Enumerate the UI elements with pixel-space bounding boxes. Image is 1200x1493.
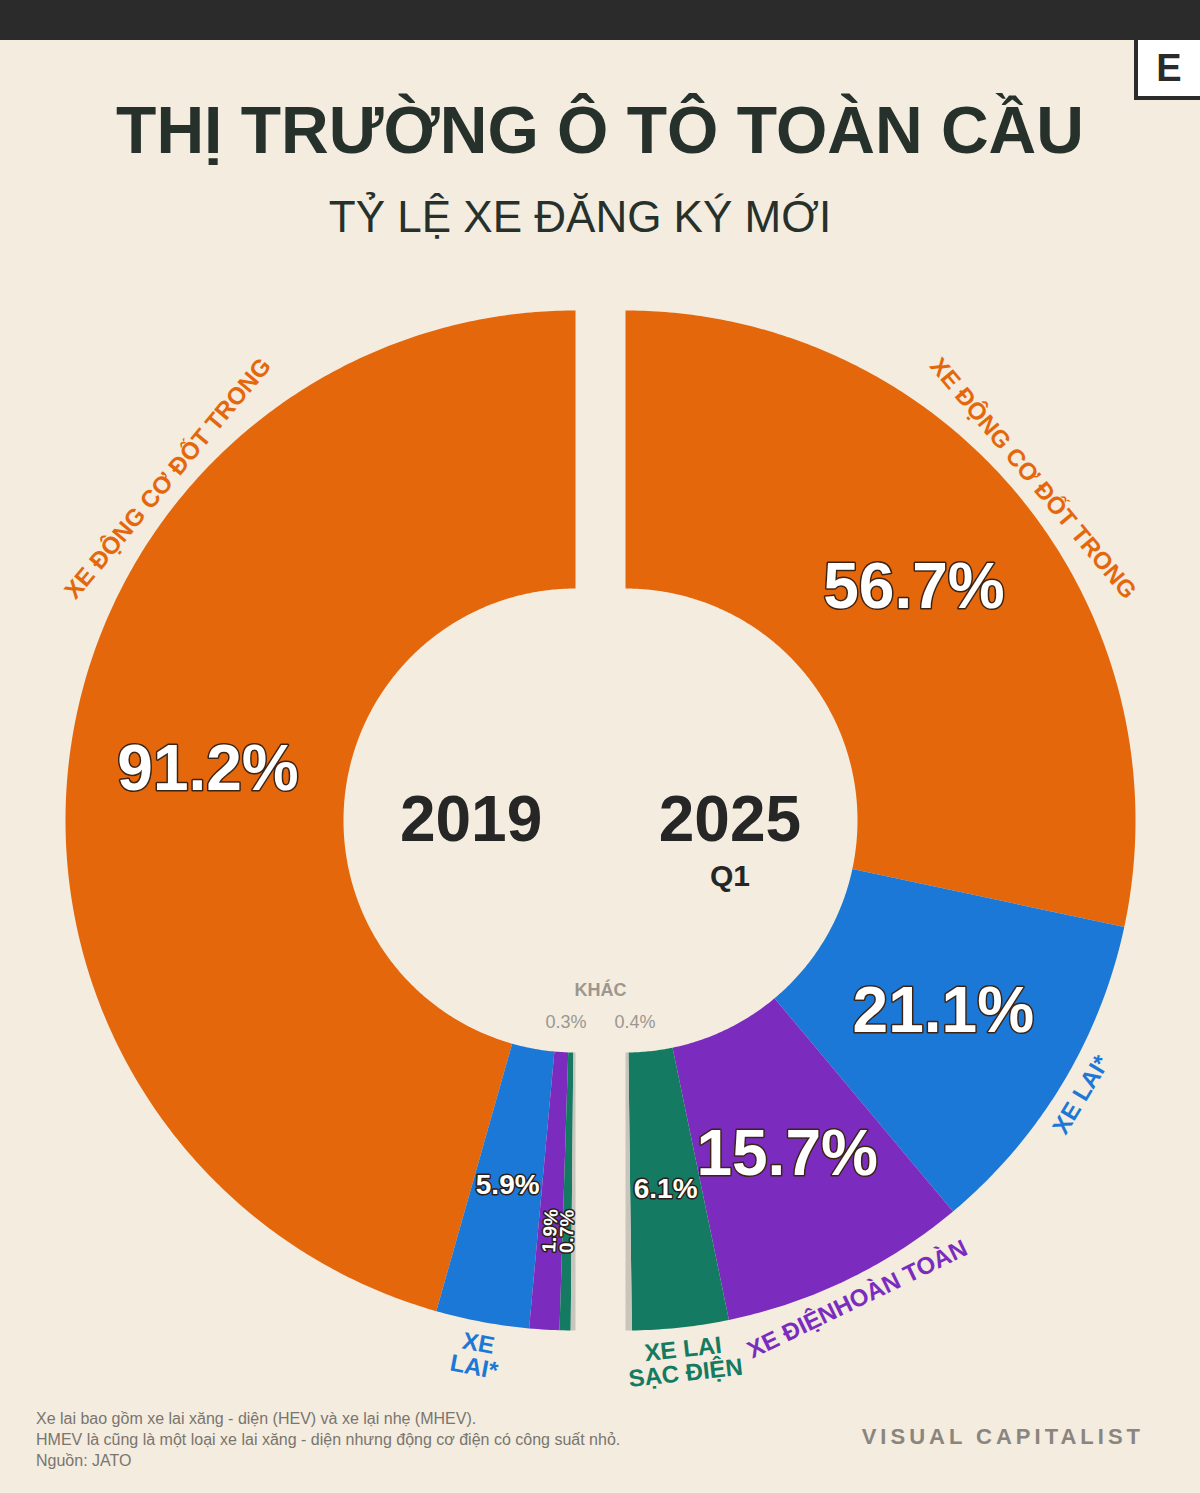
svg-text:XE ĐỘNG CƠ ĐỐT TRONG: XE ĐỘNG CƠ ĐỐT TRONG bbox=[925, 352, 1142, 604]
html-text:HMEV là cũng là một loại xe la: HMEV là cũng là một loại xe lai xăng - d… bbox=[36, 1431, 621, 1448]
svg-text:91.2%: 91.2% bbox=[117, 732, 298, 804]
svg-text:XE ĐỘNG CƠ ĐỐT TRONG: XE ĐỘNG CƠ ĐỐT TRONG bbox=[59, 352, 276, 604]
svg-text:5.9%: 5.9% bbox=[476, 1169, 540, 1200]
svg-text:56.7%: 56.7% bbox=[823, 550, 1004, 622]
html-text:E: E bbox=[1156, 47, 1182, 89]
svg-text:21.1%: 21.1% bbox=[853, 974, 1034, 1046]
svg-text:1.9%: 1.9% bbox=[538, 1208, 562, 1253]
svg-text:XE LAISẠC ĐIỆN: XE LAISẠC ĐIỆN bbox=[624, 1329, 744, 1392]
svg-text:2019: 2019 bbox=[400, 783, 542, 855]
svg-text:6.1%: 6.1% bbox=[634, 1173, 698, 1204]
html-text:Xe lai bao gồm xe lai xăng - d: Xe lai bao gồm xe lai xăng - diện (HEV) … bbox=[36, 1410, 477, 1427]
svg-text:XE ĐIỆNHOÀN TOÀN: XE ĐIỆNHOÀN TOÀN bbox=[743, 1234, 972, 1363]
svg-text:0.4%: 0.4% bbox=[615, 1012, 656, 1032]
html-text:THỊ TRƯỜNG Ô TÔ TOÀN CẦU: THỊ TRƯỜNG Ô TÔ TOÀN CẦU bbox=[116, 93, 1084, 167]
html-text:VISUAL CAPITALIST: VISUAL CAPITALIST bbox=[861, 1424, 1144, 1449]
html-text:Nguồn: JATO: Nguồn: JATO bbox=[36, 1452, 132, 1469]
svg-text:XE LAI*: XE LAI* bbox=[1047, 1050, 1115, 1139]
svg-text:KHÁC: KHÁC bbox=[575, 979, 627, 1000]
svg-text:XELAI*: XELAI* bbox=[448, 1325, 505, 1384]
svg-text:2025: 2025 bbox=[659, 783, 801, 855]
svg-text:0.3%: 0.3% bbox=[545, 1012, 586, 1032]
svg-text:Q1: Q1 bbox=[710, 859, 750, 892]
svg-text:0.7%: 0.7% bbox=[556, 1209, 578, 1253]
html-text:TỶ LỆ XE ĐĂNG KÝ MỚI: TỶ LỆ XE ĐĂNG KÝ MỚI bbox=[328, 192, 832, 241]
svg-text:15.7%: 15.7% bbox=[696, 1117, 877, 1189]
